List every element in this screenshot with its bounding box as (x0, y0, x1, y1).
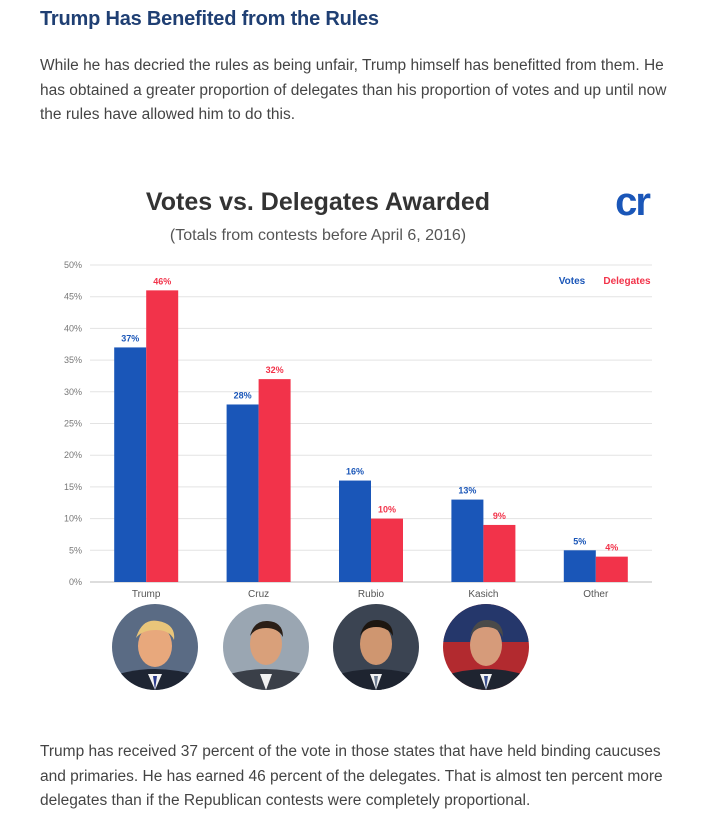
article-headline: Trump Has Benefited from the Rules (40, 8, 379, 30)
data-label: 5% (573, 536, 586, 546)
y-tick-label: 25% (64, 419, 82, 429)
data-label: 16% (346, 467, 364, 477)
bar-delegates-cruz (258, 379, 291, 582)
x-axis-ticks: Trump Cruz Rubio Kasich Other (132, 589, 609, 600)
data-label: 4% (605, 543, 618, 553)
y-tick-label: 40% (64, 323, 82, 333)
data-label: 13% (458, 486, 476, 496)
data-label: 9% (493, 511, 506, 521)
legend: Votes Delegates (559, 276, 651, 287)
y-tick-label: 20% (64, 450, 82, 460)
bar-votes-cruz (226, 404, 259, 582)
bar-votes-rubio (339, 480, 371, 582)
legend-votes: Votes (559, 276, 586, 287)
bar-votes-other (563, 550, 596, 582)
x-tick-label: Cruz (248, 589, 269, 600)
y-tick-label: 5% (69, 545, 82, 555)
kasich-photo (443, 604, 529, 690)
cruz-photo (223, 604, 309, 690)
data-label: 32% (266, 365, 284, 375)
data-labels: 37% 46% 28% 32% 16% 10% 13% 9% 5% 4% (121, 276, 618, 552)
closing-paragraph: Trump has received 37 percent of the vot… (40, 743, 663, 809)
bars (114, 290, 628, 582)
y-tick-label: 50% (64, 260, 82, 270)
cr-logo: cr (615, 180, 650, 224)
chart-figure: Votes vs. Delegates Awarded (Totals from… (40, 170, 680, 700)
y-tick-label: 45% (64, 292, 82, 302)
x-tick-label: Other (583, 589, 609, 600)
bar-delegates-other (595, 556, 628, 582)
trump-photo (112, 604, 198, 690)
votes-delegates-chart: Votes vs. Delegates Awarded (Totals from… (64, 180, 652, 600)
bar-delegates-rubio (371, 518, 403, 582)
y-tick-label: 10% (64, 514, 82, 524)
bar-votes-trump (114, 347, 147, 582)
y-tick-label: 35% (64, 355, 82, 365)
x-tick-label: Kasich (468, 589, 498, 600)
bar-votes-kasich (451, 499, 484, 582)
data-label: 37% (121, 333, 139, 343)
legend-delegates: Delegates (603, 276, 651, 287)
x-tick-label: Trump (132, 589, 161, 600)
data-label: 28% (234, 390, 252, 400)
chart-subtitle: (Totals from contests before April 6, 20… (170, 227, 466, 244)
data-label: 46% (153, 276, 171, 286)
y-tick-label: 15% (64, 482, 82, 492)
y-tick-label: 30% (64, 387, 82, 397)
x-tick-label: Rubio (358, 589, 385, 600)
y-axis-ticks: 0% 5% 10% 15% 20% 25% 30% 35% 40% 45% 50% (64, 260, 82, 587)
grid-lines (90, 264, 652, 583)
bar-delegates-trump (146, 290, 179, 582)
rubio-photo (333, 604, 419, 690)
data-label: 10% (378, 505, 396, 515)
intro-paragraph: While he has decried the rules as being … (40, 57, 667, 123)
chart-title: Votes vs. Delegates Awarded (146, 188, 490, 216)
y-tick-label: 0% (69, 577, 82, 587)
bar-delegates-kasich (483, 524, 516, 582)
